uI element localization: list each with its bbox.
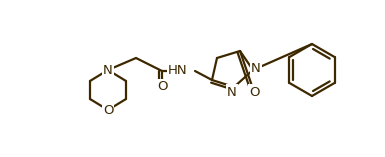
Text: O: O: [103, 103, 113, 116]
Text: HN: HN: [168, 65, 188, 78]
Text: O: O: [157, 81, 167, 94]
Text: N: N: [103, 63, 113, 76]
Text: O: O: [249, 86, 259, 98]
Text: N: N: [251, 62, 261, 75]
Text: N: N: [227, 86, 237, 98]
